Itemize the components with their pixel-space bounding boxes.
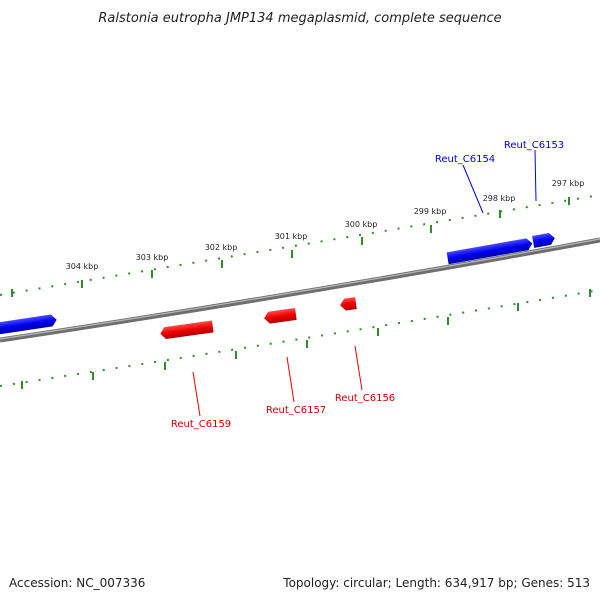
gene-label-reut-c6153[interactable]: Reut_C6153 bbox=[504, 140, 564, 151]
reverse-major-ticks bbox=[21, 289, 591, 389]
kbp-label: 298 kbp bbox=[483, 194, 516, 203]
kbp-label: 301 kbp bbox=[275, 232, 308, 241]
kbp-label: 300 kbp bbox=[345, 220, 378, 229]
kbp-major-ticks bbox=[11, 197, 570, 297]
reverse-tick-track bbox=[0, 289, 600, 387]
reverse-gene-reut-c6157[interactable] bbox=[263, 307, 297, 324]
plasmid-backbone-highlight bbox=[0, 238, 600, 340]
plasmid-backbone bbox=[0, 237, 600, 343]
label-leader-reut-c6154 bbox=[462, 164, 484, 214]
label-leader-reut-c6156 bbox=[354, 345, 363, 391]
reverse-gene-reut-c6156[interactable] bbox=[339, 297, 357, 311]
gene-label-reut-c6156[interactable]: Reut_C6156 bbox=[335, 393, 395, 404]
gene-label-reut-c6159[interactable]: Reut_C6159 bbox=[171, 419, 231, 430]
label-leader-reut-c6157 bbox=[286, 356, 295, 403]
gene-label-reut-c6157[interactable]: Reut_C6157 bbox=[266, 405, 326, 416]
kbp-label: 297 kbp bbox=[552, 179, 585, 188]
accession-text: Accession: NC_007336 bbox=[9, 576, 145, 590]
label-leader-reut-c6159 bbox=[192, 371, 201, 417]
map-title: Ralstonia eutropha JMP134 megaplasmid, c… bbox=[98, 11, 501, 26]
forward-gene-reut-c6153[interactable] bbox=[532, 232, 556, 248]
reverse-gene-reut-c6159[interactable] bbox=[159, 320, 214, 340]
kbp-label: 304 kbp bbox=[66, 262, 99, 271]
kbp-label: 303 kbp bbox=[136, 253, 169, 262]
kbp-label: 299 kbp bbox=[414, 207, 447, 216]
forward-gene-left[interactable] bbox=[0, 314, 58, 336]
topology-summary-text: Topology: circular; Length: 634,917 bp; … bbox=[282, 576, 590, 590]
forward-gene-reut-c6154[interactable] bbox=[446, 237, 534, 265]
label-leader-reut-c6153 bbox=[534, 149, 537, 202]
kbp-label: 302 kbp bbox=[205, 243, 238, 252]
gene-label-reut-c6154[interactable]: Reut_C6154 bbox=[435, 154, 495, 165]
